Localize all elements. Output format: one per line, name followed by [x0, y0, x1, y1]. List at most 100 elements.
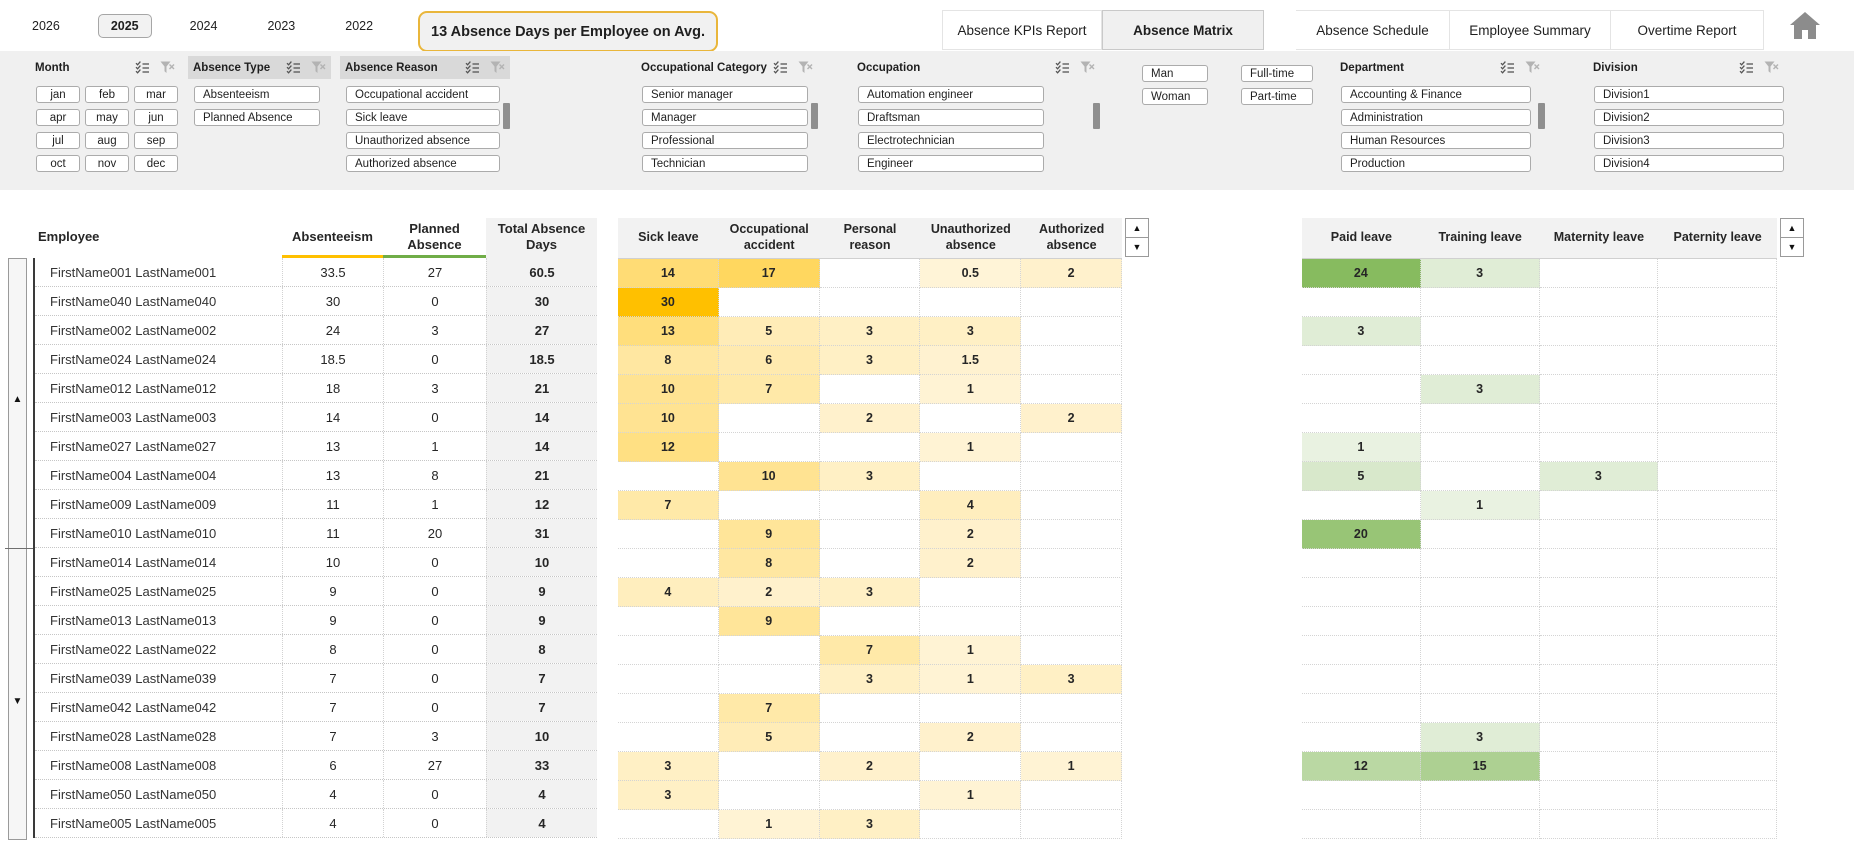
scroll-down-icon[interactable]: ▼: [1780, 237, 1804, 257]
slicer-item-division4[interactable]: Division4: [1594, 155, 1784, 172]
multiselect-icon[interactable]: [1739, 61, 1754, 74]
slicer-item-woman[interactable]: Woman: [1142, 88, 1208, 105]
matrix-cell: [1540, 665, 1659, 694]
absenteeism-value: 18.5: [282, 345, 383, 373]
slicer-item-electrotechnician[interactable]: Electrotechnician: [858, 132, 1044, 149]
matrix-header: Sick leaveOccupational accidentPersonal …: [618, 218, 1122, 259]
matrix-cell: [1021, 375, 1122, 404]
matrix-cell: 1: [920, 375, 1021, 404]
slicer-item-professional[interactable]: Professional: [642, 132, 808, 149]
table-row: FirstName010 LastName010112031: [35, 519, 597, 548]
slicer-division: DivisionDivision1Division2Division3Divis…: [1588, 51, 1784, 190]
slicer-item-may[interactable]: may: [85, 109, 129, 126]
slicer-item-dec[interactable]: dec: [134, 155, 178, 172]
slicer-item-manager[interactable]: Manager: [642, 109, 808, 126]
slicer-occupation: OccupationAutomation engineerDraftsmanEl…: [852, 51, 1100, 190]
slicer-item-full-time[interactable]: Full-time: [1241, 65, 1313, 82]
clear-filter-icon[interactable]: [490, 61, 505, 74]
column-header-planned-absence: Planned Absence: [383, 218, 486, 258]
clear-filter-icon[interactable]: [311, 61, 326, 74]
slicer-item-division2[interactable]: Division2: [1594, 109, 1784, 126]
multiselect-icon[interactable]: [773, 61, 788, 74]
matrix-cell: [1658, 607, 1777, 636]
matrix-cell: [1302, 607, 1421, 636]
tab-absence-matrix[interactable]: Absence Matrix: [1102, 10, 1264, 50]
planned-absence-value: 0: [383, 548, 486, 576]
slicer-scrollbar[interactable]: [1093, 103, 1100, 129]
tab-employee-summary[interactable]: Employee Summary: [1450, 10, 1611, 50]
matrix-cell: [1421, 636, 1540, 665]
slicer-item-accounting-finance[interactable]: Accounting & Finance: [1341, 86, 1531, 103]
slicer-item-nov[interactable]: nov: [85, 155, 129, 172]
slicer-item-engineer[interactable]: Engineer: [858, 155, 1044, 172]
matrix-row: [1302, 288, 1777, 317]
slicer-item-sep[interactable]: sep: [134, 132, 178, 149]
slicer-item-production[interactable]: Production: [1341, 155, 1531, 172]
slicer-item-jan[interactable]: jan: [36, 86, 80, 103]
slicer-item-division3[interactable]: Division3: [1594, 132, 1784, 149]
matrix-cell: [1658, 723, 1777, 752]
slicer-item-feb[interactable]: feb: [85, 86, 129, 103]
slicer-item-apr[interactable]: apr: [36, 109, 80, 126]
year-tab-2023[interactable]: 2023: [255, 15, 307, 37]
multiselect-icon[interactable]: [1055, 61, 1070, 74]
slicer-item-authorized-absence[interactable]: Authorized absence: [346, 155, 500, 172]
multiselect-icon[interactable]: [286, 61, 301, 74]
year-tab-2026[interactable]: 2026: [20, 15, 72, 37]
slicer-item-division1[interactable]: Division1: [1594, 86, 1784, 103]
slicer-scrollbar[interactable]: [503, 103, 510, 129]
home-button[interactable]: [1790, 12, 1820, 39]
clear-filter-icon[interactable]: [1080, 61, 1095, 74]
slicer-item-administration[interactable]: Administration: [1341, 109, 1531, 126]
slicer-item-senior-manager[interactable]: Senior manager: [642, 86, 808, 103]
slicer-item-part-time[interactable]: Part-time: [1241, 88, 1313, 105]
slicer-department: DepartmentAccounting & FinanceAdministra…: [1335, 51, 1545, 190]
year-tab-2024[interactable]: 2024: [178, 15, 230, 37]
multiselect-icon[interactable]: [1500, 61, 1515, 74]
scroll-up-icon[interactable]: ▲: [1125, 218, 1149, 238]
clear-filter-icon[interactable]: [1764, 61, 1779, 74]
slicer-item-unauthorized-absence[interactable]: Unauthorized absence: [346, 132, 500, 149]
slicer-item-man[interactable]: Man: [1142, 65, 1208, 82]
slicer-item-mar[interactable]: mar: [134, 86, 178, 103]
matrix-cell: 2: [920, 520, 1021, 549]
year-tab-2025[interactable]: 2025: [98, 14, 152, 38]
clear-filter-icon[interactable]: [1525, 61, 1540, 74]
matrix-cell: [1540, 433, 1659, 462]
scroll-up-icon[interactable]: ▲: [9, 395, 26, 405]
employee-name: FirstName010 LastName010: [35, 519, 282, 547]
slicer-item-jul[interactable]: jul: [36, 132, 80, 149]
scroll-down-icon[interactable]: ▼: [1125, 237, 1149, 257]
matrix-cell: 2: [920, 723, 1021, 752]
slicer-item-planned-absence[interactable]: Planned Absence: [194, 109, 320, 126]
matrix-cell: [1302, 375, 1421, 404]
scroll-up-icon[interactable]: ▲: [1780, 218, 1804, 238]
slicer-item-jun[interactable]: jun: [134, 109, 178, 126]
multiselect-icon[interactable]: [135, 61, 150, 74]
slicer-item-oct[interactable]: oct: [36, 155, 80, 172]
matrix-cell: [920, 694, 1021, 723]
multiselect-icon[interactable]: [465, 61, 480, 74]
tab-overtime-report[interactable]: Overtime Report: [1611, 10, 1764, 50]
slicer-item-draftsman[interactable]: Draftsman: [858, 109, 1044, 126]
clear-filter-icon[interactable]: [798, 61, 813, 74]
employee-name: FirstName050 LastName050: [35, 780, 282, 808]
slicer-item-sick-leave[interactable]: Sick leave: [346, 109, 500, 126]
scroll-down-icon[interactable]: ▼: [9, 697, 26, 707]
tab-absence-schedule[interactable]: Absence Schedule: [1296, 10, 1450, 50]
tab-absence-kpis-report[interactable]: Absence KPIs Report: [942, 10, 1102, 50]
slicer-item-absenteeism[interactable]: Absenteeism: [194, 86, 320, 103]
slicer-scrollbar[interactable]: [811, 103, 818, 129]
employee-list-scrollbar[interactable]: ▲ ▼: [8, 258, 27, 840]
matrix-row: [1302, 549, 1777, 578]
matrix-cell: [1421, 578, 1540, 607]
slicer-item-human-resources[interactable]: Human Resources: [1341, 132, 1531, 149]
slicer-item-automation-engineer[interactable]: Automation engineer: [858, 86, 1044, 103]
slicer-scrollbar[interactable]: [1538, 103, 1545, 129]
slicer-item-occupational-accident[interactable]: Occupational accident: [346, 86, 500, 103]
year-tab-2022[interactable]: 2022: [333, 15, 385, 37]
slicer-item-aug[interactable]: aug: [85, 132, 129, 149]
slicer-item-technician[interactable]: Technician: [642, 155, 808, 172]
absenteeism-value: 9: [282, 606, 383, 634]
clear-filter-icon[interactable]: [160, 61, 175, 74]
